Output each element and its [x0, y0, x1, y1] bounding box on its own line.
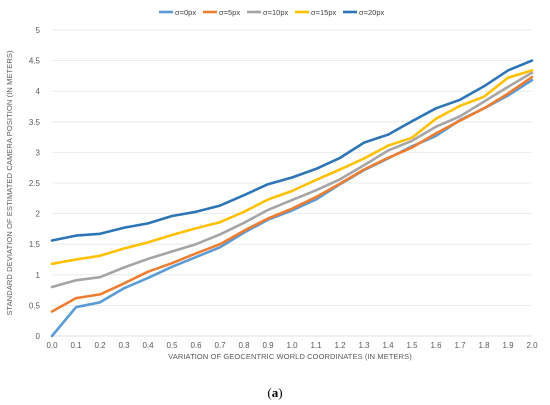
y-axis-label: STANDARD DEVIATION OF ESTIMATED CAMERA P… [5, 50, 14, 315]
x-tick-label: 1.9 [502, 341, 514, 350]
x-tick-label: 1.0 [286, 341, 298, 350]
legend-label: σ=15px [311, 8, 337, 17]
y-tick-label: 4.5 [29, 57, 41, 66]
legend-label: σ=0px [175, 8, 196, 17]
x-tick-label: 1.6 [430, 341, 442, 350]
gridlines [52, 29, 532, 337]
x-tick-label: 0.1 [70, 341, 82, 350]
x-axis-label: VARIATION OF GEOCENTRIC WORLD COORDINATE… [168, 352, 412, 361]
x-tick-label: 1.3 [358, 341, 370, 350]
legend-item: σ=15px [295, 8, 337, 17]
x-tick-label: 2.0 [526, 341, 538, 350]
legend-label: σ=10px [263, 8, 289, 17]
x-tick-label: 1.8 [478, 341, 490, 350]
series-lines [50, 59, 534, 338]
x-tick-label: 0.8 [238, 341, 250, 350]
figure-caption: (a) [267, 385, 282, 400]
legend-label: σ=20px [359, 8, 385, 17]
y-tick-label: 1.5 [29, 240, 41, 249]
series-line [50, 71, 534, 289]
y-tick-label: 2 [36, 210, 41, 219]
x-tick-label: 1.5 [406, 341, 418, 350]
legend-item: σ=20px [343, 8, 385, 17]
x-tick-label: 0.4 [142, 341, 154, 350]
x-tick-label: 0.5 [166, 341, 178, 350]
legend: σ=0px σ=5px σ=10px σ=15px σ=20px [159, 8, 385, 17]
legend-item: σ=0px [159, 8, 196, 17]
series-line [50, 69, 534, 266]
x-tick-label: 0.7 [214, 341, 226, 350]
x-tick-label: 0.9 [262, 341, 274, 350]
y-tick-label: 2.5 [29, 179, 41, 188]
x-tick-label: 0.6 [190, 341, 202, 350]
y-tick-label: 0.5 [29, 301, 41, 310]
legend-item: σ=10px [247, 8, 289, 17]
x-tick-label: 1.7 [454, 341, 466, 350]
y-tick-label: 5 [36, 26, 41, 35]
legend-item: σ=5px [203, 8, 240, 17]
x-tick-label: 0.0 [46, 341, 58, 350]
x-tick-label: 1.4 [382, 341, 394, 350]
y-axis-ticks: 0 0.5 1 1.5 2 2.5 3 3.5 4 4.5 5 [29, 26, 41, 341]
y-tick-label: 3.5 [29, 118, 41, 127]
series-line [50, 59, 534, 242]
x-axis-ticks: 0.0 0.1 0.2 0.3 0.4 0.5 0.6 0.7 0.8 0.9 1.0 1.1 1.2 1… [46, 341, 538, 350]
y-tick-label: 4 [36, 87, 41, 96]
legend-label: σ=5px [219, 8, 240, 17]
y-tick-label: 0 [36, 332, 41, 341]
y-tick-label: 1 [36, 271, 41, 280]
x-tick-label: 0.3 [118, 341, 130, 350]
series-line [50, 75, 534, 313]
x-tick-label: 1.2 [334, 341, 346, 350]
y-tick-label: 3 [36, 148, 41, 157]
x-tick-label: 0.2 [94, 341, 106, 350]
x-tick-label: 1.1 [310, 341, 322, 350]
